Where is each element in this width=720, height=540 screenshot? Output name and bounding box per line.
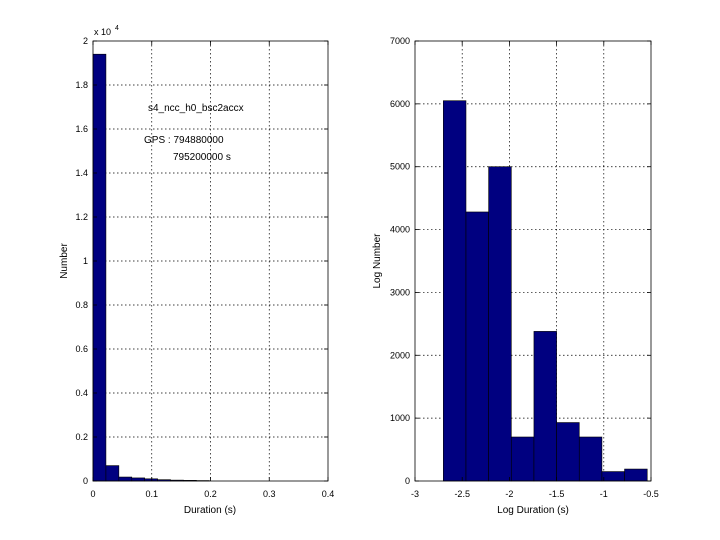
left-y-tick-label: 0.2 <box>75 432 88 442</box>
left-y-tick-label: 1.6 <box>75 124 88 134</box>
right-y-axis-label: Log Number <box>372 233 383 289</box>
left-x-tick-label: 0.4 <box>322 489 335 499</box>
left-y-tick-label: 1 <box>83 256 88 266</box>
right-y-tick-label: 0 <box>405 476 410 486</box>
right-y-tick-label: 2000 <box>390 350 410 360</box>
right-bars <box>443 100 648 482</box>
right-y-tick-label: 5000 <box>390 162 410 172</box>
left-histogram-bar <box>105 465 120 482</box>
right-x-tick-label: -1.5 <box>549 489 565 499</box>
left-y-exponent: 4 <box>115 25 119 32</box>
right-x-axis-label: Log Duration (s) <box>497 505 569 516</box>
left-y-tick-label: 0.6 <box>75 344 88 354</box>
left-tick-marks <box>92 40 329 482</box>
right-histogram-bar <box>601 471 625 482</box>
right-y-tick-labels: 0 1000 2000 3000 4000 5000 6000 7000 <box>390 36 410 486</box>
left-y-tick-label: 1.2 <box>75 212 88 222</box>
right-histogram-bar <box>578 436 603 482</box>
right-y-tick-label: 4000 <box>390 225 410 235</box>
right-histogram-bar <box>443 100 467 482</box>
left-histogram-bar <box>92 53 107 482</box>
right-y-tick-label: 7000 <box>390 36 410 46</box>
right-histogram-bar <box>556 422 580 482</box>
right-histogram-bar <box>465 211 489 482</box>
left-x-tick-labels: 0 0.1 0.2 0.3 0.4 <box>90 489 334 499</box>
left-y-tick-label: 0.8 <box>75 300 88 310</box>
left-x-tick-label: 0 <box>90 489 95 499</box>
right-y-tick-label: 3000 <box>390 287 410 297</box>
left-x-axis-label: Duration (s) <box>184 505 236 516</box>
right-x-tick-label: -2.5 <box>454 489 470 499</box>
right-y-tick-label: 6000 <box>390 99 410 109</box>
right-histogram-bar <box>624 468 648 482</box>
left-gridlines <box>93 41 328 481</box>
left-histogram-bar <box>131 477 145 482</box>
left-x-tick-label: 0.2 <box>204 489 217 499</box>
right-tick-marks <box>414 40 652 482</box>
left-y-tick-label: 1.8 <box>75 80 88 90</box>
right-x-tick-label: -1 <box>600 489 608 499</box>
right-x-tick-label: -3 <box>411 489 419 499</box>
right-histogram-bar <box>510 436 535 482</box>
left-y-tick-label: 0.4 <box>75 388 88 398</box>
right-x-tick-labels: -3 -2.5 -2 -1.5 -1 -0.5 <box>411 489 659 499</box>
right-histogram-bar <box>488 166 512 482</box>
left-histogram-bar <box>118 476 133 482</box>
right-axes-frame <box>414 40 652 482</box>
left-bars <box>92 53 210 482</box>
channel-annotation: s4_ncc_h0_bsc2accx <box>148 103 244 114</box>
right-y-tick-label: 1000 <box>390 413 410 423</box>
right-x-tick-label: -2 <box>505 489 513 499</box>
log-duration-histogram: -3 -2.5 -2 -1.5 -1 -0.5 0 1000 2000 3000 4000 5000… <box>372 36 659 516</box>
left-x-tick-label: 0.1 <box>145 489 158 499</box>
left-y-exponent-label: x 10 <box>94 27 111 37</box>
gps-end-annotation: 795200000 s <box>173 152 231 163</box>
duration-histogram: 0 0.1 0.2 0.3 0.4 0 0.2 0.4 0.6 0.8 1 1.2 1.4 1.6 1.8… <box>59 25 334 516</box>
gps-start-annotation: GPS : 794880000 <box>144 135 224 146</box>
left-y-tick-label: 1.4 <box>75 168 88 178</box>
left-y-tick-label: 2 <box>83 36 88 46</box>
left-y-tick-label: 0 <box>83 476 88 486</box>
right-histogram-bar <box>533 331 557 482</box>
left-x-tick-label: 0.3 <box>263 489 276 499</box>
left-y-axis-label: Number <box>59 243 70 279</box>
left-y-tick-labels: 0 0.2 0.4 0.6 0.8 1 1.2 1.4 1.6 1.8 2 <box>75 36 88 486</box>
right-x-tick-label: -0.5 <box>643 489 659 499</box>
